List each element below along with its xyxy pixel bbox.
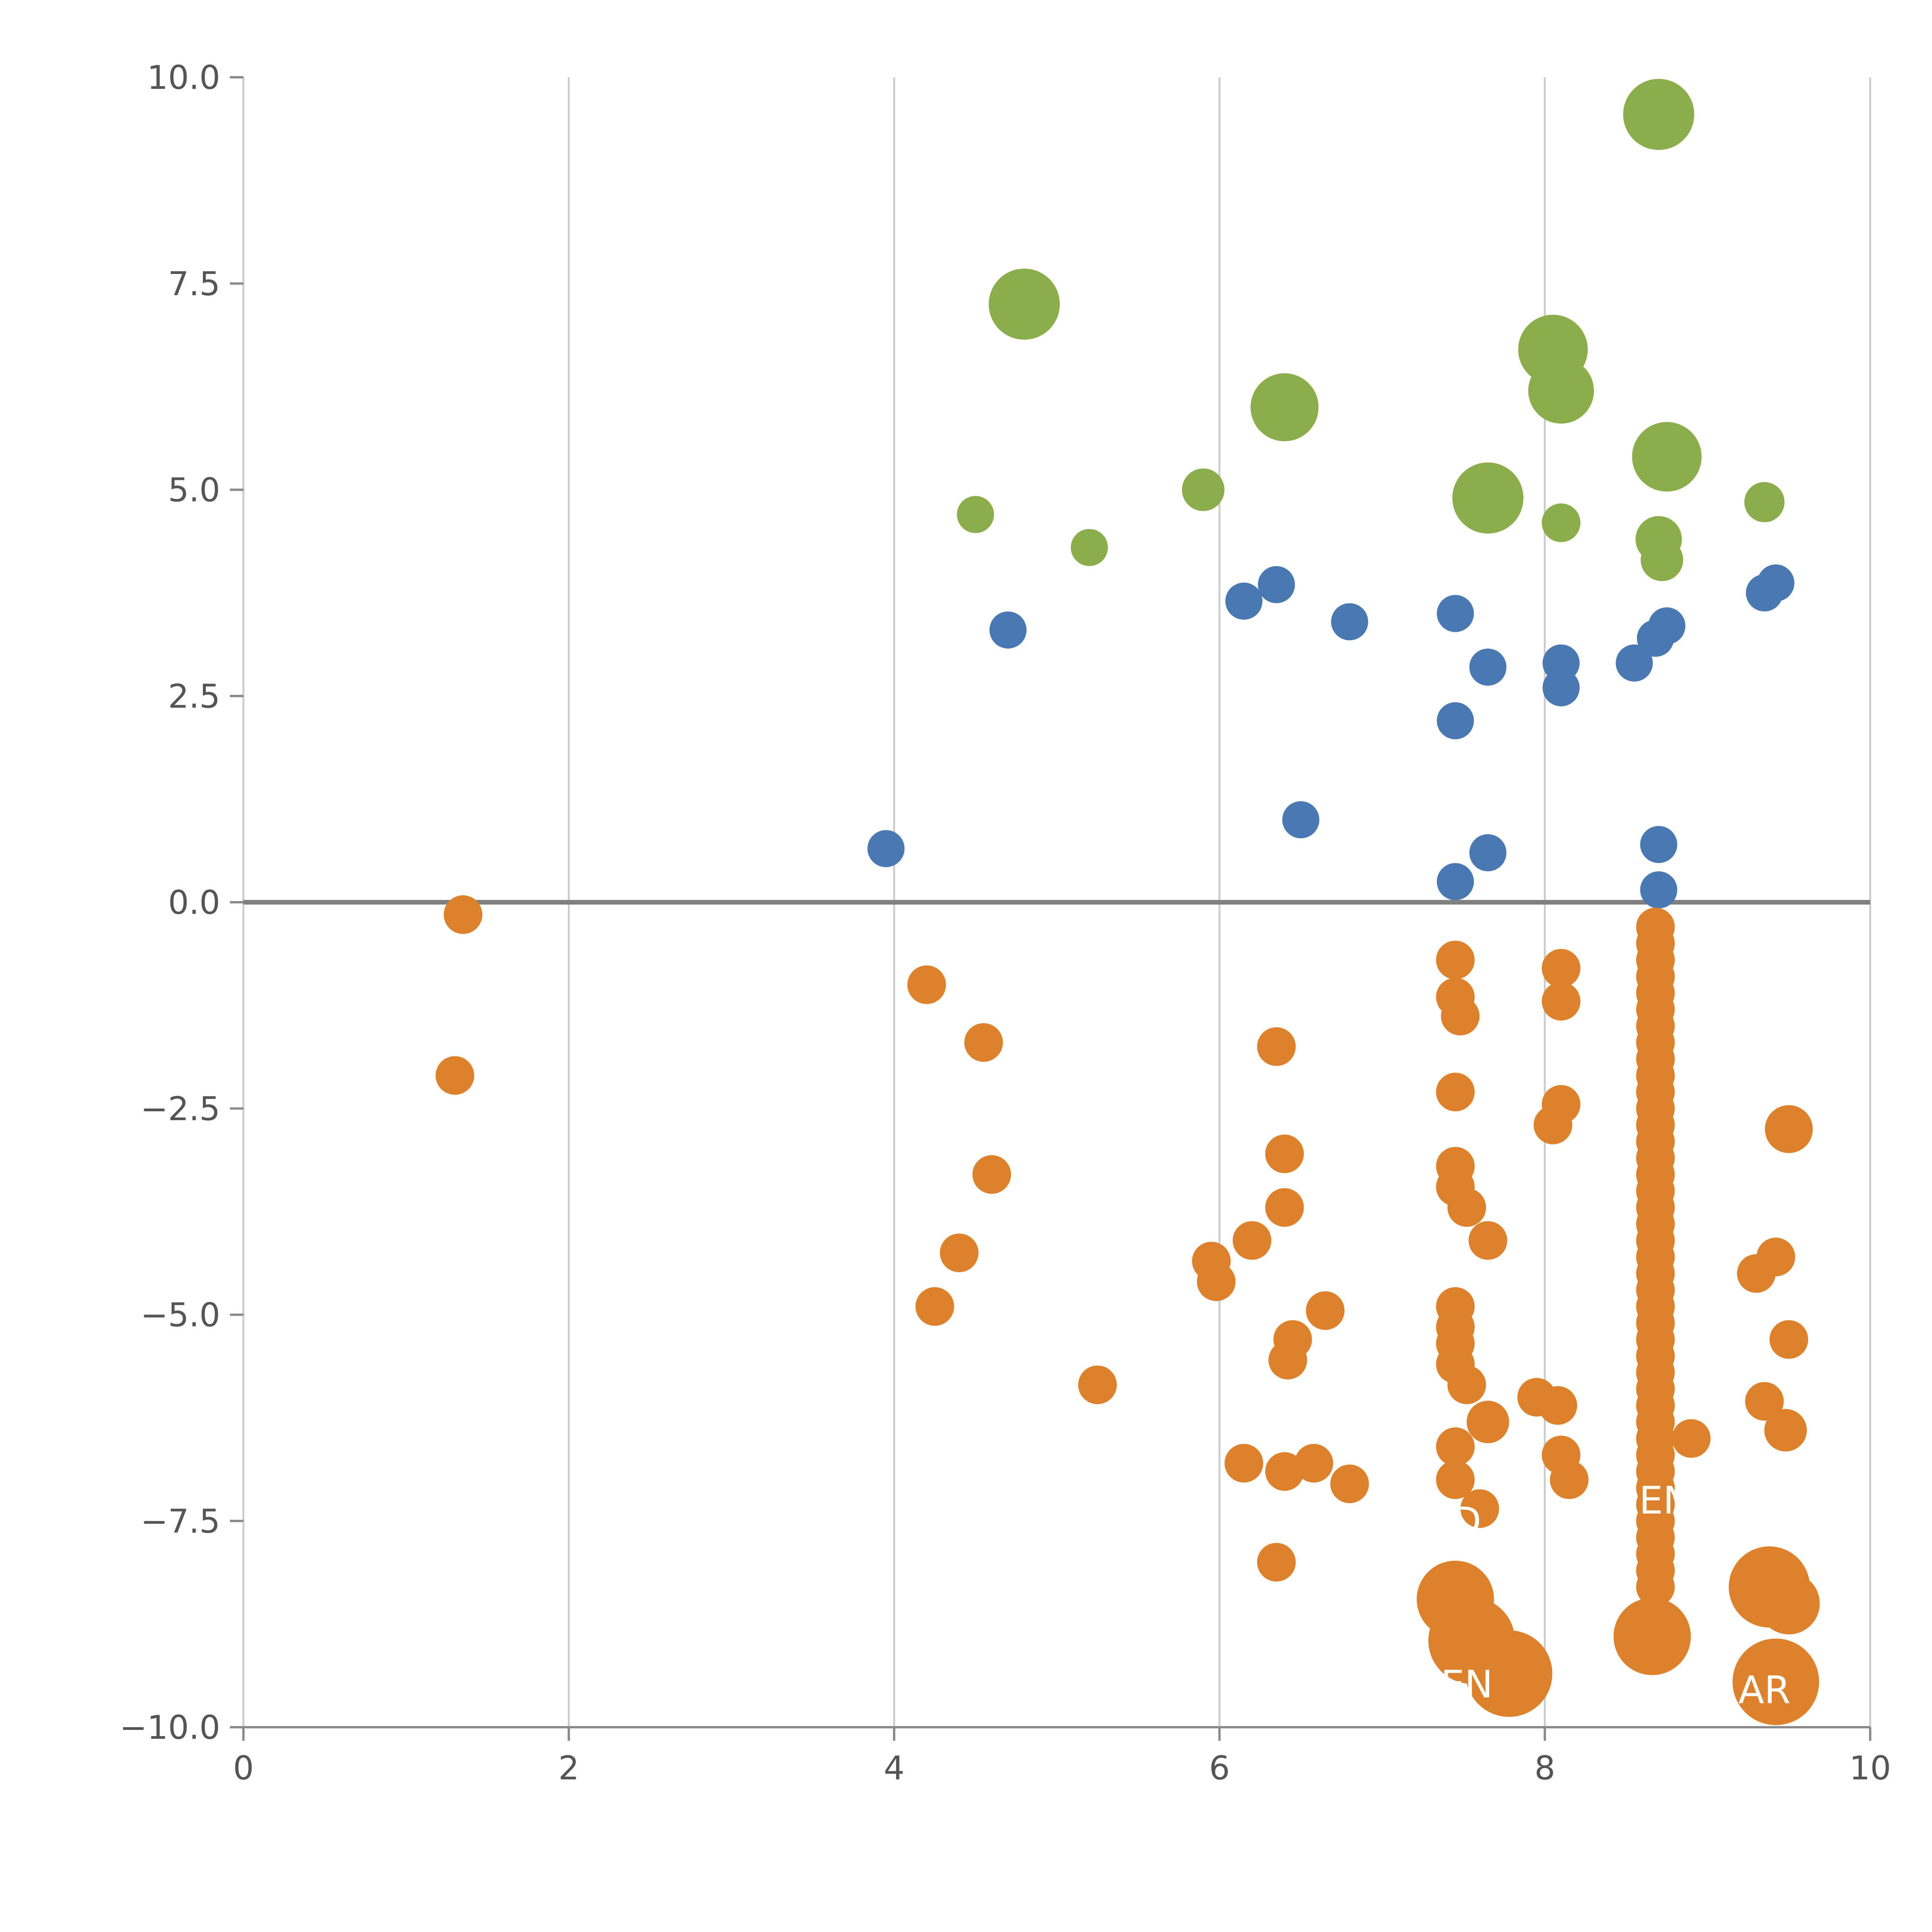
- blue-group-point: [1648, 607, 1685, 645]
- orange-group-point: [1538, 1386, 1577, 1425]
- green-group-point: [1071, 529, 1108, 566]
- orange-group-point: [1078, 1365, 1117, 1404]
- orange-group-point: [1257, 1027, 1296, 1066]
- blue-group-point: [1616, 644, 1653, 682]
- orange-group-point: [1294, 1444, 1333, 1483]
- bubble-label: S: [1240, 423, 1264, 467]
- orange-group-point: [1436, 1460, 1475, 1499]
- y-tick-label: 5.0: [168, 471, 220, 510]
- green-group-point: [1641, 538, 1684, 581]
- orange-group-point: [1225, 1444, 1264, 1483]
- blue-group-point: [1258, 566, 1295, 604]
- x-tick-label: 6: [1209, 1749, 1230, 1787]
- y-tick-label: 7.5: [168, 265, 220, 303]
- y-tick-label: 10.0: [147, 59, 220, 97]
- orange-group-point: [1306, 1291, 1345, 1330]
- orange-group-point: [1745, 1382, 1784, 1421]
- orange-group-point: [1257, 1543, 1296, 1582]
- orange-group-point: [1732, 1638, 1819, 1725]
- orange-group-point: [1542, 982, 1581, 1021]
- orange-group-point: [907, 965, 946, 1004]
- green-group-point: [957, 496, 994, 533]
- y-tick-label: −5.0: [141, 1296, 220, 1335]
- orange-group-point: [1636, 1568, 1675, 1607]
- orange-group-point: [1330, 1464, 1369, 1503]
- green-group-point: [988, 269, 1060, 340]
- blue-group-point: [1437, 702, 1474, 740]
- orange-group-point: [964, 1023, 1003, 1062]
- x-tick-label: 10: [1849, 1749, 1891, 1787]
- orange-group-point: [1764, 1409, 1807, 1452]
- green-group-point: [1182, 468, 1225, 511]
- orange-group-point: [1441, 997, 1480, 1036]
- orange-group-point: [1542, 949, 1581, 988]
- orange-group-point: [1233, 1221, 1272, 1260]
- blue-group-point: [1469, 648, 1507, 686]
- orange-group-point: [1468, 1221, 1507, 1260]
- blue-group-point: [1757, 564, 1794, 602]
- orange-group-point: [1265, 1134, 1304, 1173]
- x-tick-label: 2: [558, 1749, 579, 1787]
- blue-group-point: [1437, 595, 1474, 632]
- x-tick-label: 0: [233, 1749, 254, 1787]
- blue-group-point: [867, 830, 905, 867]
- orange-group-point: [1447, 1188, 1486, 1227]
- blue-group-point: [1437, 863, 1474, 900]
- green-group-point: [1623, 79, 1694, 150]
- bubble-label: AR: [1738, 1668, 1791, 1713]
- x-tick-label: 4: [884, 1749, 905, 1787]
- y-tick-label: −7.5: [141, 1502, 220, 1541]
- orange-group-point: [1613, 1598, 1691, 1675]
- orange-group-point: [435, 1056, 474, 1095]
- green-group-point: [1744, 482, 1785, 522]
- orange-group-point: [1758, 1572, 1820, 1634]
- orange-group-point: [1672, 1419, 1711, 1458]
- green-group-point: [1542, 503, 1581, 542]
- blue-group-point: [1640, 826, 1677, 863]
- blue-group-point: [1282, 801, 1320, 838]
- green-group-point: [1528, 358, 1594, 424]
- orange-group-point: [1447, 1365, 1486, 1404]
- orange-group-point: [972, 1155, 1011, 1194]
- bubble-label: EN: [1440, 1663, 1493, 1707]
- orange-group-point: [1550, 1460, 1589, 1499]
- orange-group-point: [444, 895, 483, 934]
- orange-group-point: [1460, 1489, 1499, 1528]
- blue-group-point: [989, 611, 1027, 649]
- bubble-label: EN: [1639, 1479, 1691, 1523]
- orange-group-point: [1765, 1105, 1813, 1153]
- orange-group-point: [1436, 940, 1475, 980]
- orange-group-point: [1534, 1105, 1573, 1145]
- orange-group-point: [1265, 1188, 1304, 1227]
- orange-group-point: [1436, 1427, 1475, 1466]
- orange-group-point: [1769, 1320, 1808, 1359]
- y-tick-label: −2.5: [141, 1090, 220, 1128]
- green-group-point: [1632, 422, 1702, 492]
- green-group-point: [1452, 462, 1524, 534]
- y-tick-label: −10.0: [120, 1709, 220, 1747]
- orange-group-point: [1756, 1238, 1795, 1277]
- blue-group-point: [1640, 871, 1677, 908]
- blue-group-point: [1331, 603, 1368, 641]
- orange-group-point: [1466, 1630, 1553, 1717]
- green-group-point: [1250, 373, 1319, 441]
- orange-group-point: [940, 1233, 979, 1272]
- orange-group-point: [1197, 1262, 1236, 1301]
- blue-group-point: [1225, 582, 1263, 620]
- orange-group-point: [1268, 1340, 1307, 1379]
- blue-group-point: [1543, 669, 1580, 706]
- orange-group-point: [1265, 1452, 1304, 1491]
- orange-group-point: [1436, 1073, 1475, 1112]
- orange-group-point: [915, 1287, 954, 1326]
- blue-group-point: [1469, 834, 1507, 871]
- bubble-label: D: [1452, 1499, 1481, 1543]
- y-tick-label: 0.0: [168, 884, 220, 922]
- y-tick-label: 2.5: [168, 677, 220, 716]
- x-tick-label: 8: [1534, 1749, 1555, 1787]
- orange-group-point: [1466, 1401, 1509, 1444]
